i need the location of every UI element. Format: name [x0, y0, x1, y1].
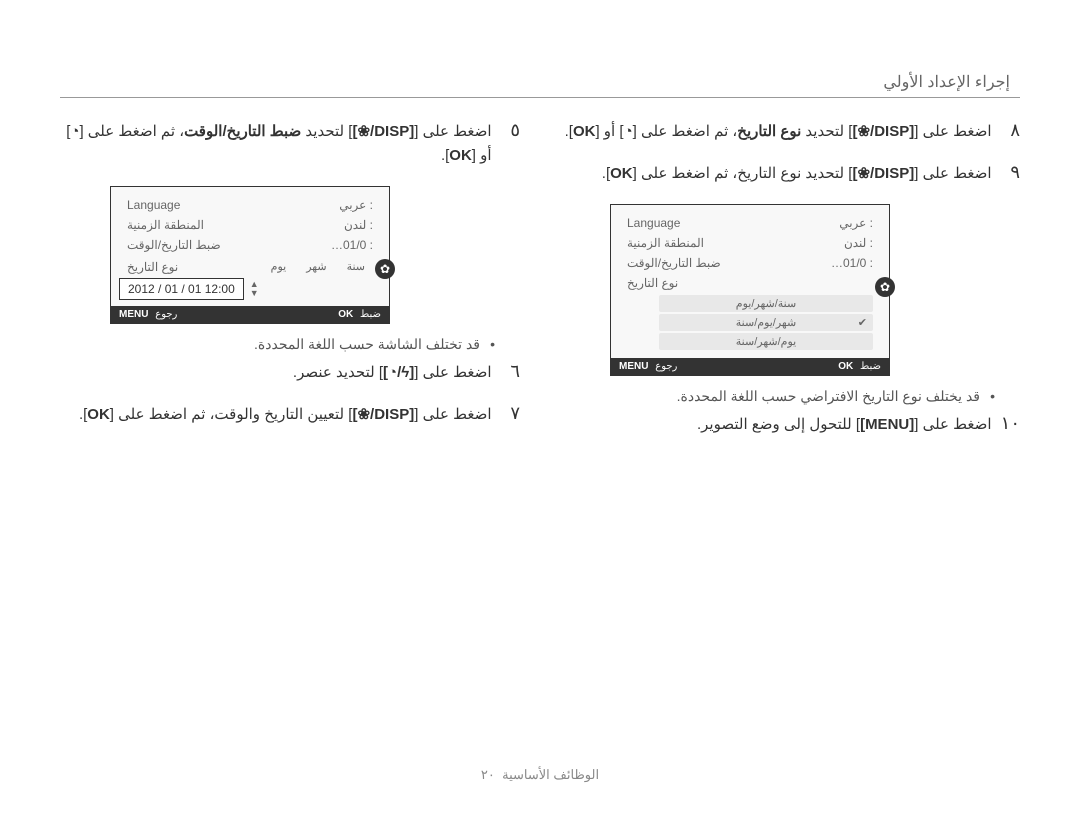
note: قد تختلف الشاشة حسب اللغة المحددة.: [60, 336, 520, 353]
step-7: ٧ اضغط على [[❀/DISP]] لتعيين التاريخ وال…: [60, 403, 520, 427]
step-text: اضغط على [[❀/DISP]] لتحديد نوع التاريخ، …: [562, 120, 992, 144]
setting-row: المنطقة الزمنية : لندن: [119, 215, 381, 235]
setting-row: Language : عربي: [619, 213, 881, 233]
camera-screenshot-datetime: ✿ Language : عربي المنطقة الزمنية : لندن…: [110, 186, 390, 324]
setting-row: ضبط التاريخ/الوقت : 01/0…: [119, 235, 381, 255]
step-text: اضغط على [[MENU]] للتحول إلى وضع التصوير…: [562, 413, 992, 437]
step-text: اضغط على [[❀/DISP]] لتحديد ضبط التاريخ/ا…: [62, 120, 492, 168]
gear-icon: ✿: [875, 277, 895, 297]
step-5: ٥ اضغط على [[❀/DISP]] لتحديد ضبط التاريخ…: [60, 120, 520, 168]
setting-row: ضبط التاريخ/الوقت : 01/0…: [619, 253, 881, 273]
option-item: يوم/شهر/سنة: [659, 333, 873, 350]
step-number: ٥: [496, 120, 520, 141]
step-number: ٩: [996, 162, 1020, 183]
step-10: ١٠ اضغط على [[MENU]] للتحول إلى وضع التص…: [560, 413, 1020, 437]
date-type-options: سنة/شهر/يوم شهر/يوم/سنة يوم/شهر/سنة: [619, 293, 881, 358]
right-column: ٥ اضغط على [[❀/DISP]] لتحديد ضبط التاريخ…: [60, 120, 520, 455]
step-text: اضغط على [[❀/DISP]] لتعيين التاريخ والوق…: [62, 403, 492, 427]
option-item-selected: شهر/يوم/سنة: [659, 314, 873, 331]
page-header: إجراء الإعداد الأولي: [883, 72, 1010, 92]
note: قد يختلف نوع التاريخ الافتراضي حسب اللغة…: [560, 388, 1020, 405]
setting-row: نوع التاريخ: [619, 273, 881, 293]
header-divider: [60, 97, 1020, 98]
setting-row: المنطقة الزمنية : لندن: [619, 233, 881, 253]
option-item: سنة/شهر/يوم: [659, 295, 873, 312]
step-8: ٨ اضغط على [[❀/DISP]] لتحديد نوع التاريخ…: [560, 120, 1020, 144]
left-column: ٨ اضغط على [[❀/DISP]] لتحديد نوع التاريخ…: [560, 120, 1020, 455]
screenshot-footer: MENU رجوع OK ضبط: [611, 358, 889, 375]
screenshot-footer: MENU رجوع OK ضبط: [111, 306, 389, 323]
step-number: ٨: [996, 120, 1020, 141]
date-value-box: 2012 / 01 / 01 12:00: [119, 278, 244, 300]
setting-row: نوع التاريخ يوم شهر سنة: [119, 255, 381, 278]
step-text: اضغط على [[❀/DISP]] لتحديد نوع التاريخ، …: [562, 162, 992, 186]
step-text: اضغط على [[◔/ϟ]] لتحديد عنصر.: [62, 361, 492, 385]
gear-icon: ✿: [375, 259, 395, 279]
step-number: ١٠: [996, 413, 1020, 434]
setting-row: Language : عربي: [119, 195, 381, 215]
step-9: ٩ اضغط على [[❀/DISP]] لتحديد نوع التاريخ…: [560, 162, 1020, 186]
step-number: ٧: [496, 403, 520, 424]
camera-screenshot-datetype: ✿ Language : عربي المنطقة الزمنية : لندن…: [610, 204, 890, 376]
content-area: ٥ اضغط على [[❀/DISP]] لتحديد ضبط التاريخ…: [60, 120, 1020, 455]
page-footer: الوظائف الأساسية ٢٠: [0, 767, 1080, 783]
step-number: ٦: [496, 361, 520, 382]
step-6: ٦ اضغط على [[◔/ϟ]] لتحديد عنصر.: [60, 361, 520, 385]
chevron-up-down-icon: ▲▼: [250, 280, 259, 298]
